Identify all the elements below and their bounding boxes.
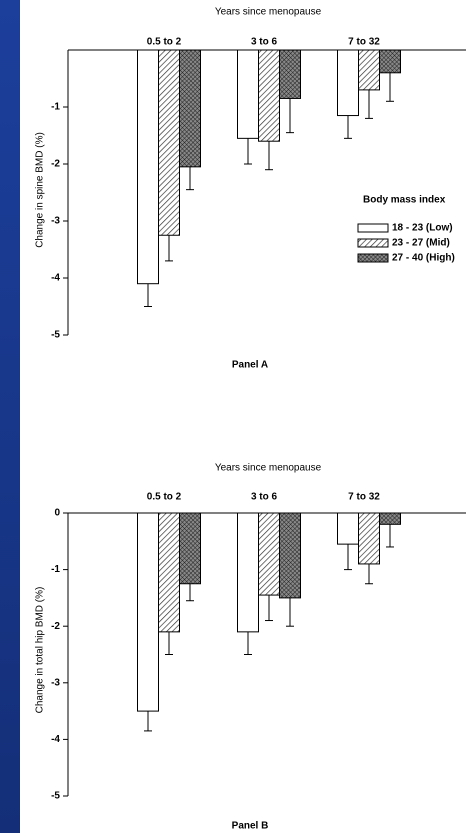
bar [358,512,380,565]
x-tick-label: 7 to 32 [348,37,380,48]
chart-title: Years since menopause [215,7,322,18]
legend-title: Body mass index [363,195,446,206]
legend-swatch [357,238,389,248]
bar [358,49,380,91]
x-tick-label: 0.5 to 2 [147,492,182,503]
y-tick-label: -4 [51,273,60,284]
y-tick-label: -2 [51,159,60,170]
y-tick-label: -3 [51,677,60,688]
y-tick-label: -2 [51,621,60,632]
bar [237,512,259,633]
x-tick-label: 3 to 6 [251,37,278,48]
legend-swatch [357,253,389,263]
bar [379,512,401,525]
y-tick-label: -3 [51,216,60,227]
y-tick-label: -1 [51,564,60,575]
bar [137,49,159,285]
bar [158,512,180,633]
y-tick-label: -1 [51,102,60,113]
legend-label: 27 - 40 (High) [392,253,455,264]
legend-label: 18 - 23 (Low) [392,223,453,234]
bar [137,512,159,712]
y-axis-label: Change in spine BMD (%) [35,132,46,248]
side-strip [0,0,20,833]
bar [379,49,401,74]
x-tick-label: 0.5 to 2 [147,37,182,48]
x-axis-label: Panel A [232,360,268,371]
y-tick-label: -5 [51,330,60,341]
x-tick-label: 7 to 32 [348,492,380,503]
legend-swatch [357,223,389,233]
bar [279,49,301,99]
x-axis-label: Panel B [232,821,269,832]
y-tick-label: -5 [51,791,60,802]
bar [179,512,201,585]
x-tick-label: 3 to 6 [251,492,278,503]
bar [258,49,280,142]
bar [279,512,301,599]
bar [237,49,259,139]
bar [258,512,280,596]
bar [179,49,201,168]
y-tick-label: 0 [54,508,60,519]
chart-title: Years since menopause [215,463,322,474]
legend-label: 23 - 27 (Mid) [392,238,450,249]
y-axis-label: Change in total hip BMD (%) [35,587,46,714]
bar [337,49,359,117]
y-tick-label: -4 [51,734,60,745]
bar [337,512,359,545]
bar [158,49,180,236]
